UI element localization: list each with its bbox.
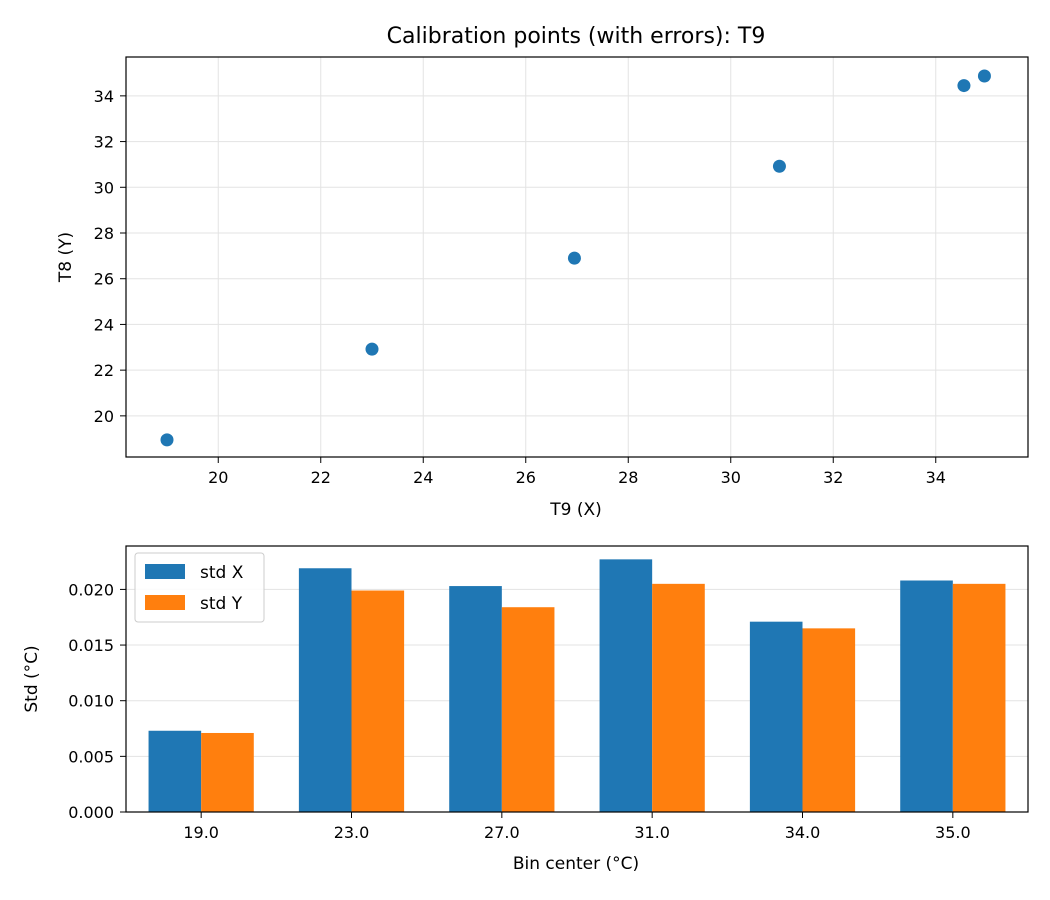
- bar-std-x: [148, 730, 202, 812]
- scatter-x-ticks: 20 22 24 26 28 30 32 34: [208, 457, 946, 487]
- bar-y-label: Std (°C): [22, 645, 42, 712]
- scatter-point: [160, 433, 174, 447]
- bar-x-tick-label: 34.0: [785, 823, 821, 842]
- bar-bars: [148, 559, 1006, 812]
- scatter-y-tick-label: 30: [94, 178, 114, 197]
- bar-y-ticks: 0.000 0.005 0.010 0.015 0.020: [68, 580, 126, 822]
- bar-y-tick-label: 0.000: [68, 803, 114, 822]
- legend-swatch-std-x: [145, 564, 185, 579]
- scatter-y-tick-label: 24: [94, 315, 114, 334]
- bar-std-y: [201, 732, 254, 812]
- scatter-x-tick-label: 34: [926, 468, 946, 487]
- scatter-point: [567, 251, 581, 265]
- scatter-x-tick-label: 26: [516, 468, 536, 487]
- bar-std-x: [900, 580, 953, 812]
- scatter-x-tick-label: 24: [413, 468, 433, 487]
- scatter-y-ticks: 20 22 24 26 28 30 32 34: [94, 87, 126, 426]
- legend-swatch-std-y: [145, 595, 185, 610]
- scatter-x-tick-label: 32: [823, 468, 843, 487]
- bar-grid: [126, 588, 1028, 813]
- bar-std-y: [351, 590, 405, 812]
- scatter-x-label: T9 (X): [549, 500, 602, 520]
- legend-label-std-x: std X: [200, 563, 244, 583]
- bar-x-tick-label: 35.0: [935, 823, 971, 842]
- bar-std-y: [652, 583, 705, 812]
- bar-std-y: [952, 583, 1006, 812]
- bar-x-tick-label: 23.0: [334, 823, 370, 842]
- bar-std-x: [749, 621, 803, 812]
- bar-std-x: [449, 586, 502, 812]
- bar-panel: 19.0 23.0 27.0 31.0 34.0 35.0 0.000 0.005 0.010…: [22, 545, 1029, 874]
- scatter-point: [772, 159, 786, 173]
- bar-x-tick-label: 19.0: [183, 823, 219, 842]
- scatter-point: [977, 69, 991, 83]
- bar-x-tick-label: 31.0: [634, 823, 670, 842]
- bar-frame: [125, 545, 1029, 813]
- bar-legend: std X std Y: [134, 552, 265, 623]
- bar-y-tick-label: 0.020: [68, 580, 114, 599]
- scatter-x-tick-label: 22: [311, 468, 331, 487]
- scatter-grid: [126, 57, 1028, 457]
- bar-std-x: [599, 559, 653, 812]
- scatter-x-tick-label: 28: [618, 468, 638, 487]
- scatter-y-tick-label: 26: [94, 270, 114, 289]
- bar-std-x: [298, 568, 352, 812]
- scatter-y-tick-label: 20: [94, 407, 114, 426]
- scatter-y-tick-label: 32: [94, 133, 114, 152]
- scatter-y-label: T8 (Y): [56, 232, 76, 283]
- scatter-points: [160, 69, 991, 447]
- legend-label-std-y: std Y: [200, 594, 243, 614]
- bar-y-tick-label: 0.015: [68, 636, 114, 655]
- bar-x-label: Bin center (°C): [513, 854, 639, 874]
- scatter-panel: Calibration points (with errors): T9 20 2…: [56, 24, 1029, 520]
- scatter-y-tick-label: 34: [94, 87, 114, 106]
- scatter-point: [365, 342, 379, 356]
- scatter-title: Calibration points (with errors): T9: [387, 24, 766, 49]
- bar-x-ticks: 19.0 23.0 27.0 31.0 34.0 35.0: [183, 812, 971, 842]
- scatter-y-tick-label: 28: [94, 224, 114, 243]
- bar-std-y: [501, 607, 555, 812]
- bar-y-tick-label: 0.010: [68, 692, 114, 711]
- bar-x-tick-label: 27.0: [484, 823, 520, 842]
- scatter-x-tick-label: 20: [208, 468, 228, 487]
- scatter-frame: [125, 56, 1029, 458]
- bar-std-y: [802, 628, 856, 812]
- scatter-point: [957, 79, 971, 93]
- bar-y-tick-label: 0.005: [68, 747, 114, 766]
- scatter-y-tick-label: 22: [94, 361, 114, 380]
- scatter-x-tick-label: 30: [721, 468, 741, 487]
